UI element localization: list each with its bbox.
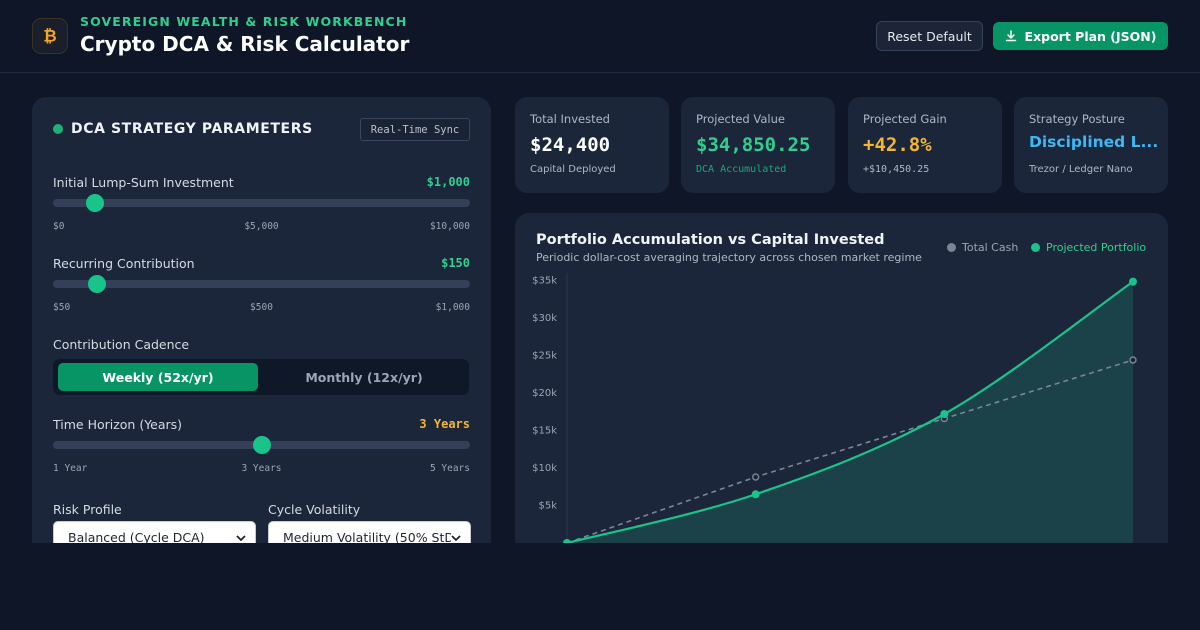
legend-projected-portfolio: Projected Portfolio: [1031, 241, 1146, 254]
chevron-down-icon: [451, 535, 461, 542]
reset-default-button[interactable]: Reset Default: [876, 21, 983, 51]
cadence-option-weekly[interactable]: Weekly (52x/yr): [58, 363, 258, 391]
bitcoin-icon: ₿: [43, 27, 56, 46]
horizon-tick-min: 1 Year: [53, 463, 88, 474]
volatility-label: Cycle Volatility: [268, 502, 361, 517]
lump-sum-value: $1,000: [426, 175, 470, 189]
lump-sum-tick-mid: $5,000: [244, 221, 279, 232]
app-logo: ₿: [32, 18, 68, 54]
recurring-value: $150: [441, 256, 470, 270]
risk-profile-label: Risk Profile: [53, 502, 122, 517]
horizon-slider[interactable]: [53, 436, 470, 454]
panel-title: DCA STRATEGY PARAMETERS: [71, 121, 313, 137]
risk-profile-value: Balanced (Cycle DCA): [68, 529, 205, 544]
recurring-label: Recurring Contribution: [53, 256, 195, 271]
horizon-label: Time Horizon (Years): [53, 417, 183, 432]
recurring-slider[interactable]: [53, 275, 470, 293]
export-plan-label: Export Plan (JSON): [1024, 28, 1157, 44]
stat-label: Total Invested: [530, 112, 610, 126]
projected-portfolio-point: [940, 410, 949, 418]
stat-value: +42.8%: [863, 134, 932, 156]
stat-value: $34,850.25: [696, 134, 811, 156]
recurring-tick-mid: $500: [250, 302, 273, 313]
stat-label: Strategy Posture: [1029, 112, 1125, 126]
status-dot-icon: [53, 124, 63, 134]
chart-title: Portfolio Accumulation vs Capital Invest…: [536, 232, 885, 248]
legend-label: Projected Portfolio: [1046, 241, 1147, 254]
lump-sum-tick-max: $10,000: [429, 221, 470, 232]
risk-profile-select[interactable]: Balanced (Cycle DCA): [53, 521, 256, 543]
portfolio-chart-panel: Portfolio Accumulation vs Capital Invest…: [515, 213, 1168, 543]
cadence-option-monthly[interactable]: Monthly (12x/yr): [305, 369, 423, 385]
real-time-sync-badge: Real-Time Sync: [360, 118, 470, 141]
export-plan-button[interactable]: Export Plan (JSON): [993, 22, 1168, 50]
chevron-down-icon: [236, 535, 246, 542]
projected-portfolio-point: [563, 539, 571, 543]
horizon-tick-mid: 3 Years: [241, 463, 282, 474]
total-cash-point: [751, 473, 760, 481]
total-cash-line: [566, 359, 1134, 543]
lump-sum-label: Initial Lump-Sum Investment: [53, 175, 234, 190]
stat-label: Projected Value: [696, 112, 785, 126]
recurring-tick-max: $1,000: [435, 302, 470, 313]
cadence-label: Contribution Cadence: [53, 337, 190, 352]
legend-swatch: [947, 243, 956, 252]
legend-label: Total Cash: [962, 241, 1019, 254]
y-tick-label: $35k: [532, 276, 557, 287]
projected-portfolio-point: [751, 490, 760, 499]
stat-card-strategy-posture: Strategy Posture Disciplined L... Trezor…: [1014, 97, 1168, 193]
stat-card-total-invested: Total Invested $24,400 Capital Deployed: [515, 97, 669, 193]
y-tick-label: $15k: [532, 426, 557, 437]
stat-sub: Capital Deployed: [530, 164, 616, 175]
stat-card-projected-value: Projected Value $34,850.25 DCA Accumulat…: [681, 97, 835, 193]
recurring-tick-min: $50: [53, 302, 71, 313]
cadence-toggle: Weekly (52x/yr) Monthly (12x/yr): [53, 359, 469, 395]
legend-total-cash: Total Cash: [947, 241, 1018, 254]
y-tick-label: $10k: [532, 463, 557, 474]
volatility-select[interactable]: Medium Volatility (50% StD: [268, 521, 471, 543]
stat-value: $24,400: [530, 134, 611, 156]
total-cash-point: [1129, 356, 1137, 364]
stat-label: Projected Gain: [863, 112, 947, 126]
y-tick-label: $5k: [538, 501, 557, 512]
legend-swatch: [1031, 243, 1040, 252]
y-tick-label: $30k: [532, 313, 557, 324]
download-icon: [1005, 30, 1016, 42]
dca-parameters-panel: DCA STRATEGY PARAMETERS Real-Time Sync I…: [32, 97, 491, 543]
lump-sum-slider-thumb[interactable]: [85, 194, 104, 212]
horizon-value: 3 Years: [419, 417, 470, 431]
stat-card-projected-gain: Projected Gain +42.8% +$10,450.25: [848, 97, 1002, 193]
horizon-tick-max: 5 Years: [429, 463, 470, 474]
lump-sum-tick-min: $0: [53, 221, 65, 232]
app-header: ₿ SOVEREIGN WEALTH & RISK WORKBENCH Cryp…: [0, 0, 1200, 73]
stat-sub: Trezor / Ledger Nano: [1029, 164, 1133, 175]
volatility-value: Medium Volatility (50% StD: [283, 529, 451, 544]
stat-sub: +$10,450.25: [863, 164, 930, 175]
projected-portfolio-area: [567, 281, 1133, 543]
projected-portfolio-line: [566, 280, 1134, 543]
chart-subtitle: Periodic dollar-cost averaging trajector…: [536, 251, 922, 264]
stat-value: Disciplined L...: [1029, 133, 1159, 151]
lump-sum-slider[interactable]: [53, 194, 470, 212]
stat-sub: DCA Accumulated: [696, 164, 787, 175]
horizon-slider-thumb[interactable]: [252, 436, 271, 454]
recurring-slider-thumb[interactable]: [87, 275, 106, 293]
page-title: Crypto DCA & Risk Calculator: [80, 32, 410, 56]
portfolio-line-chart: $5k $10k $15k $20k $25k $30k $35k: [532, 273, 1137, 543]
y-tick-label: $25k: [532, 351, 557, 362]
y-tick-label: $20k: [532, 388, 557, 399]
svg-text:₿: ₿: [43, 27, 56, 46]
projected-portfolio-point: [1129, 277, 1137, 286]
app-eyebrow: SOVEREIGN WEALTH & RISK WORKBENCH: [80, 14, 408, 29]
